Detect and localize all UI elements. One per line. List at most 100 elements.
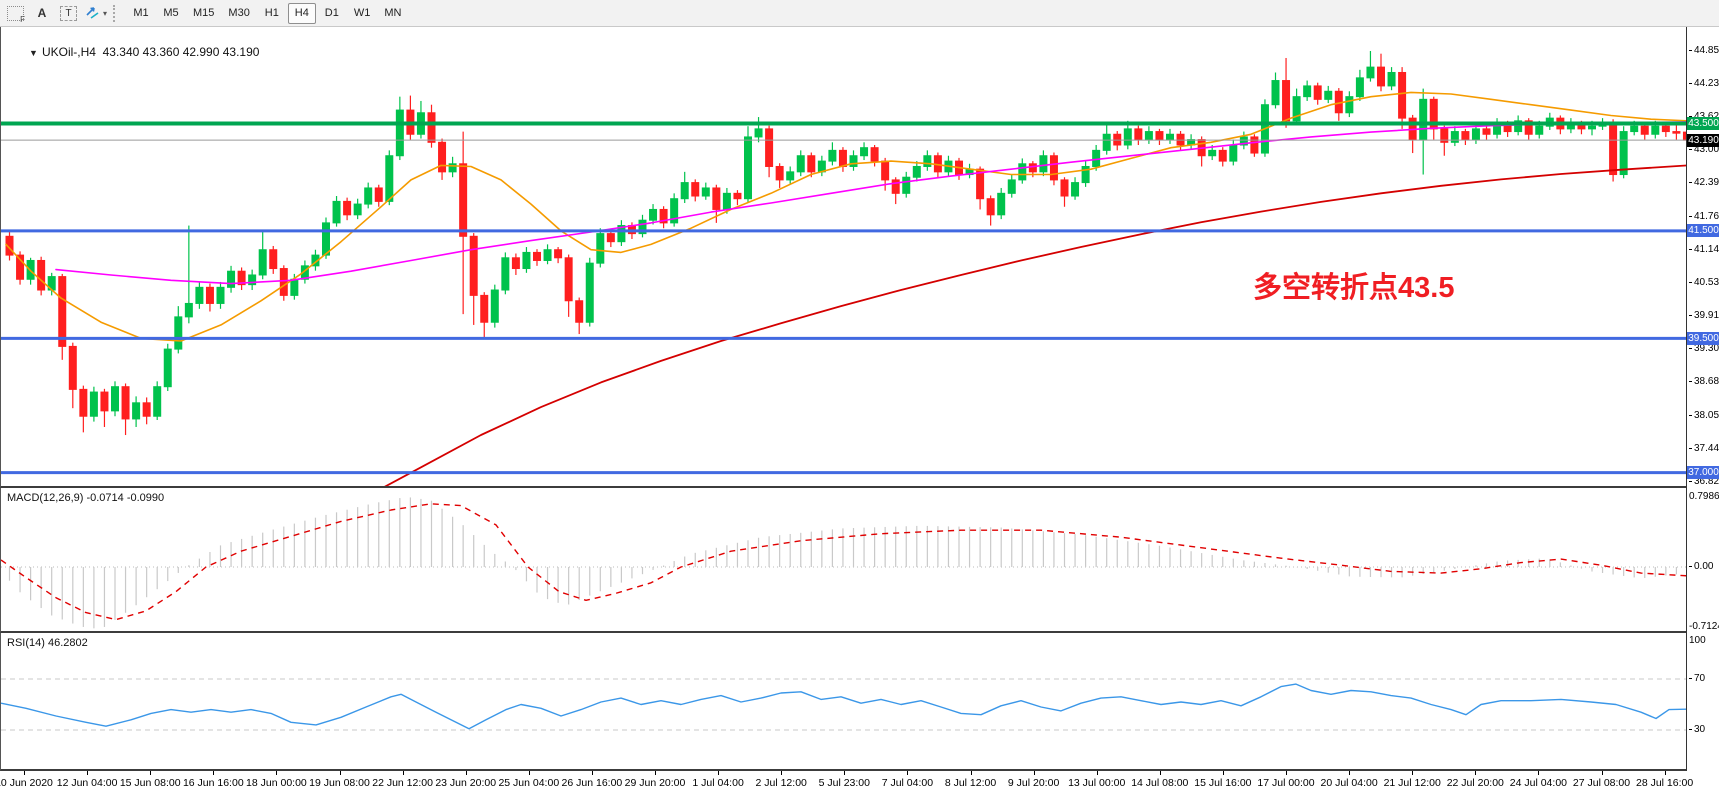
candle [617, 225, 626, 243]
candle [16, 254, 25, 280]
timeframe-button-m1[interactable]: M1 [133, 7, 149, 19]
candle [1419, 98, 1428, 141]
time-axis-label: 20 Jul 04:00 [1320, 777, 1378, 789]
timeframe-button-d1[interactable]: D1 [324, 7, 339, 19]
candle [142, 402, 151, 417]
hline-price-badge: 39.500 [1687, 331, 1719, 345]
candle [1208, 149, 1217, 157]
candle [89, 391, 98, 417]
candle [132, 402, 141, 420]
timeframe-button-h4[interactable]: H4 [287, 2, 316, 24]
time-axis[interactable]: 10 Jun 2020 12 Jun 04:00 15 Jun 08:00 16 Ju… [0, 771, 1719, 796]
price-tick-label: 43.620 [1689, 111, 1719, 122]
candle [111, 386, 119, 412]
candle [765, 128, 774, 167]
time-axis-label: 18 Jun 00:00 [246, 777, 307, 789]
candle [1461, 131, 1470, 141]
candle [438, 141, 447, 173]
price-axis[interactable]: 44.850 44.235 43.620 43.005 42.390 41.760 41.1… [1686, 27, 1719, 771]
candle [554, 249, 563, 259]
candle [891, 179, 900, 194]
chart-title: ▼ UKOil-,H4 43.340 43.360 42.990 43.190 [9, 31, 259, 73]
arrows-tool-button[interactable]: ▾ [85, 6, 107, 20]
dropdown-triangle-icon[interactable]: ▼ [29, 48, 38, 58]
price-tick-label: 41.760 [1689, 211, 1719, 222]
candle [838, 149, 847, 167]
candle [1292, 96, 1301, 122]
time-tick [1475, 771, 1477, 775]
timeframe-button-w1[interactable]: W1 [353, 7, 371, 19]
candle [353, 203, 362, 216]
candle [174, 316, 183, 350]
price-tick-label: 36.825 [1689, 476, 1719, 487]
timeframe-button-m30[interactable]: M30 [228, 7, 250, 19]
candle [1651, 125, 1660, 135]
candle [1271, 80, 1280, 106]
candle [1102, 133, 1111, 151]
time-tick [276, 771, 278, 775]
candle [1440, 128, 1449, 143]
candle [722, 192, 731, 210]
time-tick [1412, 771, 1414, 775]
candle [332, 200, 341, 224]
candle [754, 128, 763, 138]
dotted-grid-icon[interactable]: F [7, 5, 25, 24]
candle [1609, 123, 1618, 176]
candle [796, 155, 805, 173]
candle [1682, 131, 1686, 141]
candle [427, 112, 436, 143]
macd-chart-canvas[interactable] [1, 488, 1686, 631]
candle [744, 136, 752, 200]
candle [1524, 120, 1533, 135]
candle [1166, 133, 1174, 141]
time-axis-label: 26 Jun 16:00 [561, 777, 623, 789]
time-tick [528, 771, 530, 775]
price-chart-canvas[interactable]: 多空转折点43.5 [1, 27, 1686, 486]
price-tick-label: 44.850 [1689, 45, 1719, 56]
candle [480, 294, 489, 323]
time-axis-label: 10 Jun 2020 [0, 777, 53, 789]
candle [1049, 155, 1058, 181]
symbol-period-label: UKOil-,H4 [41, 45, 96, 59]
candle [1176, 133, 1185, 146]
candle [786, 171, 795, 181]
timeframe-button-h1[interactable]: H1 [264, 7, 279, 19]
candle [1303, 85, 1312, 98]
candle [912, 165, 921, 178]
candle [343, 200, 352, 216]
timeframe-button-m5[interactable]: M5 [163, 7, 179, 19]
price-tick-label: 43.005 [1689, 144, 1719, 155]
candle [1282, 80, 1291, 122]
timeframe-button-mn[interactable]: MN [384, 7, 402, 19]
candle [37, 259, 46, 291]
toolbar-grip-handle[interactable] [113, 4, 120, 22]
rsi-scale-70: 70 [1689, 673, 1705, 684]
candle [997, 192, 1006, 216]
candle [195, 286, 204, 304]
candle [153, 386, 162, 417]
time-tick [1349, 771, 1351, 775]
text-label-tool-button[interactable]: T [60, 5, 77, 21]
candle [1239, 136, 1248, 146]
rsi-chart-canvas[interactable] [1, 633, 1686, 769]
candle [68, 345, 77, 390]
candle [1039, 155, 1048, 173]
time-axis-label: 13 Jul 00:00 [1068, 777, 1126, 789]
price-tick-label: 37.440 [1689, 443, 1719, 454]
rsi-scale-30: 30 [1689, 724, 1705, 735]
candle [1060, 179, 1069, 197]
candle [163, 348, 172, 388]
font-tool-button[interactable]: A [28, 3, 56, 24]
candle [1324, 90, 1333, 100]
candle [638, 219, 647, 235]
macd-indicator-label: MACD(12,26,9) -0.0714 -0.0990 [7, 492, 165, 504]
candle [807, 155, 816, 173]
time-tick [1664, 771, 1666, 775]
candle [828, 149, 837, 162]
candle [870, 147, 879, 162]
candle [902, 176, 911, 194]
macd-scale-zero: 0.00 [1689, 561, 1713, 572]
chevron-down-icon[interactable]: ▾ [103, 8, 108, 18]
candle [881, 160, 890, 181]
timeframe-button-m15[interactable]: M15 [193, 7, 215, 19]
